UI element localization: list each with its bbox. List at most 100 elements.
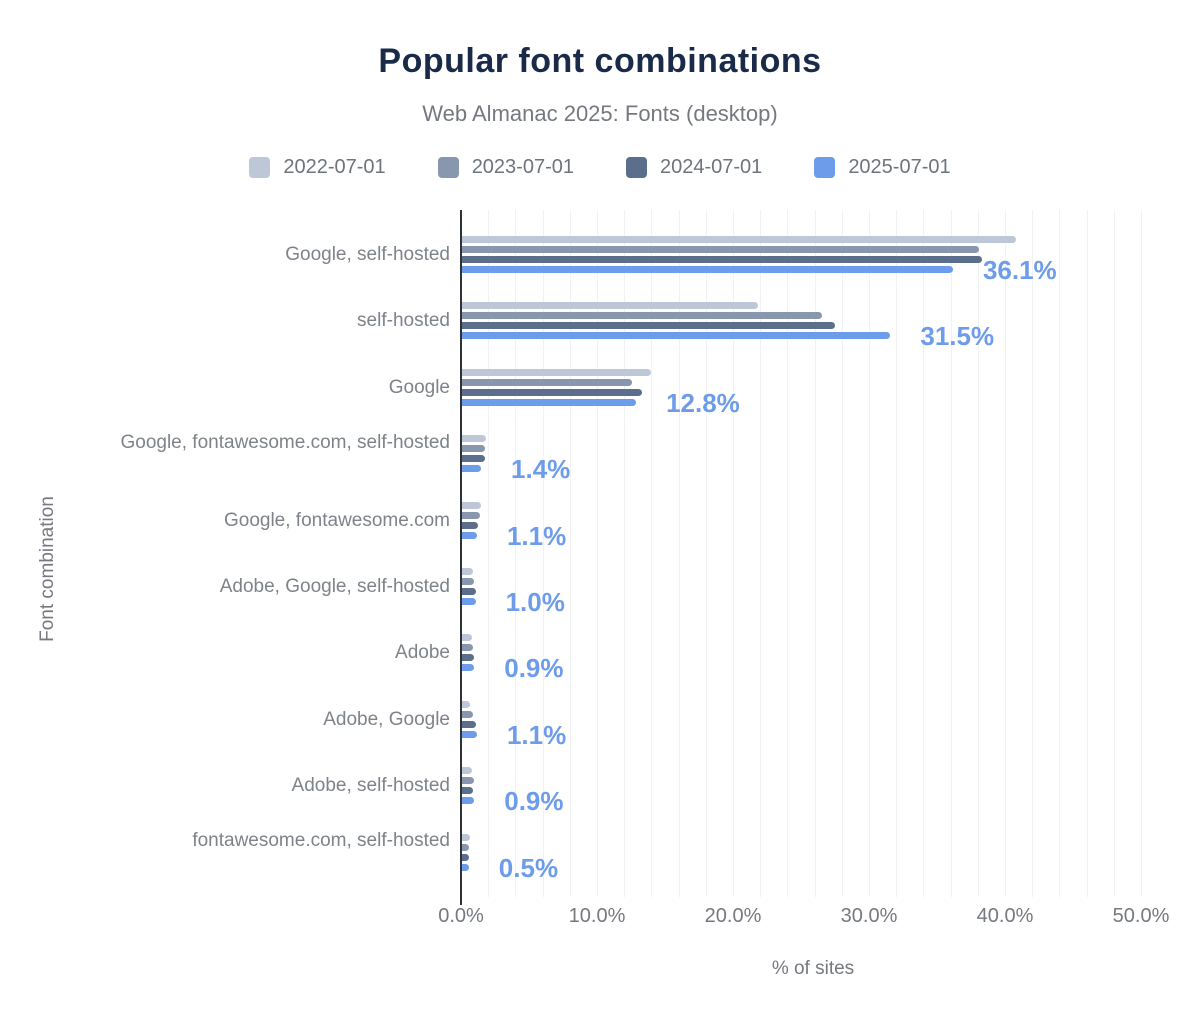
chart-title: Popular font combinations: [378, 42, 822, 80]
gridline: [950, 210, 952, 897]
x-axis-tick: 50.0%: [1112, 905, 1170, 927]
bar-2025-07-01: [462, 797, 475, 805]
bar-2024-07-01: [462, 654, 475, 662]
gridline: [1086, 210, 1088, 897]
gridline: [1032, 210, 1034, 897]
bar-2024-07-01: [462, 521, 479, 529]
gridline: [515, 210, 517, 897]
gridline: [733, 210, 734, 897]
gridline: [1113, 210, 1115, 897]
bar-2025-07-01: [462, 664, 475, 672]
gridline: [896, 210, 898, 897]
bar-2024-07-01: [462, 787, 473, 795]
chart-subtitle: Web Almanac 2025: Fonts (desktop): [422, 101, 778, 126]
value-label: 31.5%: [920, 321, 995, 352]
bar-2022-07-01: [462, 568, 473, 575]
legend-item-2025-07-01[interactable]: 2025-07-01: [814, 156, 951, 179]
bar-2022-07-01: [462, 767, 472, 775]
category-label: Google, self-hosted: [285, 244, 450, 265]
value-label: 0.9%: [504, 786, 564, 817]
bar-2025-07-01: [462, 465, 482, 473]
gridline: [814, 210, 816, 897]
bar-2023-07-01: [462, 312, 823, 320]
gridline: [488, 210, 490, 897]
gridline: [760, 210, 762, 897]
bar-2025-07-01: [462, 531, 477, 539]
gridline: [705, 210, 707, 897]
bar-2024-07-01: [462, 720, 476, 728]
bar-2023-07-01: [462, 246, 979, 253]
gridline: [569, 210, 571, 897]
bar-2022-07-01: [462, 435, 487, 443]
gridline: [1005, 210, 1006, 897]
bar-2023-07-01: [462, 578, 475, 585]
bar-group: 1.0%: [462, 568, 1166, 616]
bar-2024-07-01: [462, 588, 476, 595]
legend-item-2022-07-01[interactable]: 2022-07-01: [249, 156, 386, 179]
x-axis-title: % of sites: [771, 958, 855, 979]
x-axis-tick: 10.0%: [568, 905, 626, 927]
category-label: Google, fontawesome.com, self-hosted: [120, 431, 450, 453]
legend-swatch-icon: [249, 157, 271, 178]
category-label: Adobe, Google, self-hosted: [219, 576, 450, 597]
chart-legend: 2022-07-01 2023-07-01 2024-07-01 2025-07-01: [0, 156, 1200, 179]
bar-2025-07-01: [462, 863, 469, 871]
gridline: [542, 210, 544, 897]
bar-2023-07-01: [462, 843, 469, 851]
gridline: [678, 210, 680, 897]
gridline: [597, 210, 598, 897]
x-axis-tick: 30.0%: [840, 905, 898, 927]
gridline: [1059, 210, 1061, 897]
bar-2025-07-01: [462, 730, 477, 738]
legend-swatch-icon: [437, 157, 459, 178]
category-label: self-hosted: [357, 310, 450, 332]
bar-2022-07-01: [462, 368, 652, 376]
legend-label: 2023-07-01: [471, 156, 574, 178]
bar-2022-07-01: [462, 833, 471, 841]
category-label: Adobe, self-hosted: [291, 775, 450, 797]
category-label: fontawesome.com, self-hosted: [192, 830, 450, 852]
bar-2023-07-01: [462, 445, 486, 453]
legend-item-2023-07-01[interactable]: 2023-07-01: [437, 156, 574, 179]
bar-2024-07-01: [462, 388, 642, 396]
y-axis-line: [460, 210, 462, 905]
legend-swatch-icon: [626, 157, 647, 178]
bar-2022-07-01: [462, 302, 759, 310]
bar-2024-07-01: [462, 853, 469, 861]
gridline: [651, 210, 653, 897]
bar-2024-07-01: [462, 322, 835, 330]
value-label: 1.4%: [511, 454, 571, 485]
bar-2024-07-01: [462, 455, 486, 463]
category-label: Google, fontawesome.com: [223, 509, 450, 531]
value-label: 36.1%: [982, 255, 1057, 285]
bar-2024-07-01: [462, 256, 982, 263]
gridline: [923, 210, 925, 897]
legend-label: 2024-07-01: [660, 156, 763, 178]
bar-group: 0.5%: [462, 833, 1166, 882]
bar-group: 1.4%: [462, 435, 1166, 483]
x-axis-tick: 20.0%: [704, 905, 762, 927]
bar-group: 0.9%: [462, 767, 1166, 815]
category-label: Adobe: [395, 642, 450, 664]
gridline: [624, 210, 626, 897]
value-label: 12.8%: [666, 387, 740, 418]
bar-2022-07-01: [462, 700, 471, 708]
bar-2025-07-01: [462, 398, 637, 406]
bar-2025-07-01: [462, 332, 891, 340]
value-label: 1.0%: [505, 587, 565, 617]
bar-group: 31.5%: [462, 302, 1166, 350]
bar-2022-07-01: [462, 501, 482, 509]
legend-label: 2022-07-01: [283, 156, 386, 178]
plot-area: 36.1% 31.5% 12.8% 1.4% 1.1% 1.0% 0.9% 1.1% 0.9% 0…: [460, 210, 1166, 905]
legend-swatch-icon: [814, 157, 836, 178]
bar-2023-07-01: [462, 644, 473, 652]
value-label: 1.1%: [506, 520, 567, 551]
value-label: 1.1%: [506, 719, 567, 750]
legend-item-2024-07-01[interactable]: 2024-07-01: [626, 156, 762, 179]
gridline: [841, 210, 843, 897]
legend-label: 2025-07-01: [848, 156, 951, 178]
bar-2023-07-01: [462, 777, 475, 785]
gridline: [787, 210, 789, 897]
bar-2023-07-01: [462, 378, 632, 386]
